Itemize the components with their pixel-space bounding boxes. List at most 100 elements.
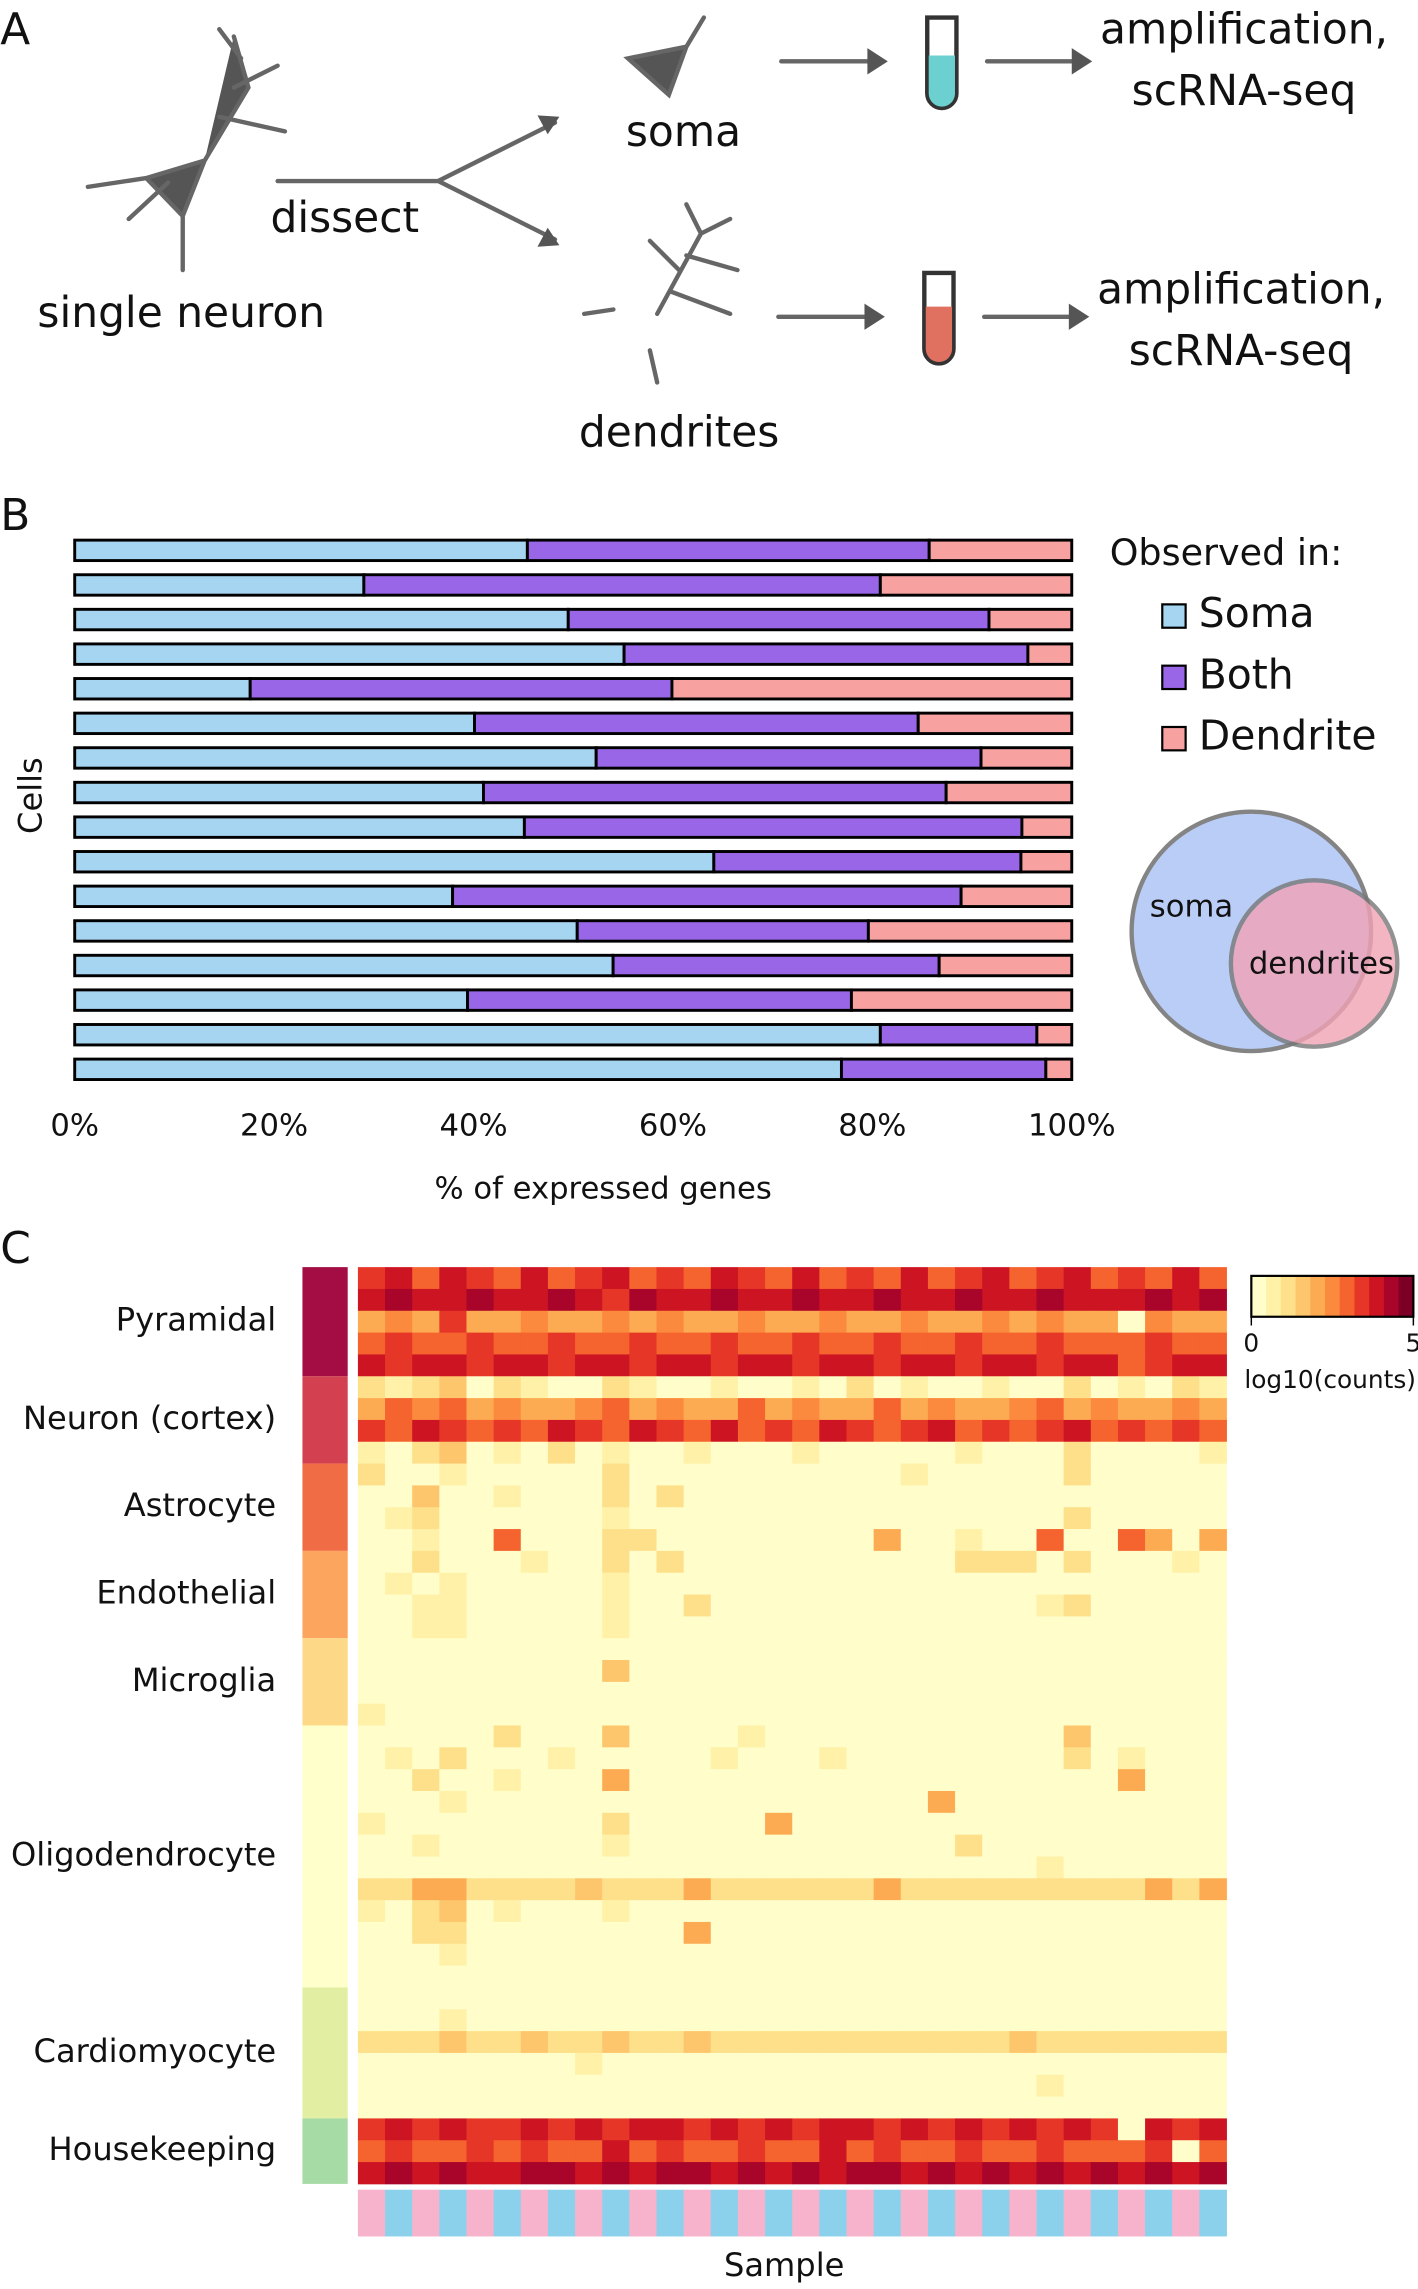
heat-cell <box>493 1288 522 1312</box>
heat-cell <box>493 1943 522 1967</box>
heat-cell <box>819 1900 847 1923</box>
heat-cell <box>982 1812 1010 1836</box>
heat-cell <box>357 1529 386 1552</box>
heat-cell <box>466 1703 495 1726</box>
heat-cell <box>520 1987 549 2010</box>
heat-cell <box>575 1419 603 1443</box>
heat-cell <box>1172 1769 1200 1792</box>
heat-cell <box>547 1398 576 1421</box>
heat-cell <box>765 1703 793 1726</box>
heat-cell <box>493 1965 522 1988</box>
heat-cell <box>1090 1987 1119 2010</box>
heat-cell <box>656 1769 685 1792</box>
heat-cell <box>547 1310 576 1334</box>
heat-cell <box>683 1856 712 1879</box>
heat-cell <box>955 2074 983 2098</box>
heat-cell <box>900 1987 929 2010</box>
heat-cell <box>900 2140 929 2163</box>
heat-cell <box>1117 1834 1146 1857</box>
heat-cell <box>547 1354 576 1377</box>
heat-cell <box>1199 1769 1227 1792</box>
heat-cell <box>466 1441 495 1465</box>
heat-cell <box>466 1616 495 1639</box>
heat-cell <box>1009 1638 1037 1661</box>
heat-cell <box>683 1594 712 1617</box>
heat-cell <box>873 1288 902 1312</box>
colorbar-step <box>1324 1275 1341 1317</box>
heat-cell <box>1090 2009 1119 2032</box>
heat-cell <box>520 1616 549 1639</box>
heat-cell <box>1036 1332 1065 1355</box>
heat-cell <box>1090 1703 1119 1726</box>
heat-cell <box>1117 1638 1146 1661</box>
heat-cell <box>1063 1354 1092 1377</box>
heat-cell <box>493 2074 522 2098</box>
group-bar <box>302 2118 348 2184</box>
heat-cell <box>1145 1965 1173 1988</box>
group-bar <box>302 1376 348 1464</box>
heat-cell <box>1117 2009 1146 2032</box>
label: dendrites <box>579 408 779 457</box>
heat-cell <box>873 1703 902 1726</box>
heat-cell <box>1145 1703 1173 1726</box>
heat-cell <box>602 2074 630 2098</box>
heat-cell <box>547 1616 576 1639</box>
heat-cell <box>1009 2031 1037 2054</box>
heat-cell <box>602 1856 630 1879</box>
heat-cell <box>1036 1834 1065 1857</box>
heat-cell <box>955 1550 983 1574</box>
heat-cell <box>439 1507 467 1530</box>
heat-cell <box>900 1572 929 1595</box>
heat-cell <box>683 1987 712 2010</box>
heat-cell <box>1036 1616 1065 1639</box>
heat-cell <box>1063 1485 1092 1508</box>
heat-cell <box>1145 2009 1173 2032</box>
heat-cell <box>1036 1310 1065 1334</box>
heat-cell <box>710 1921 739 1945</box>
heat-cell <box>737 1834 766 1857</box>
heat-cell <box>1036 1790 1065 1814</box>
heat-cell <box>1009 2118 1037 2141</box>
heat-cell <box>955 2118 983 2141</box>
heat-cell <box>955 1725 983 1748</box>
heat-cell <box>955 1812 983 1836</box>
heat-cell <box>385 1529 413 1552</box>
heat-cell <box>710 2074 739 2098</box>
heat-cell <box>1036 1463 1065 1486</box>
heat-cell <box>493 1267 522 1290</box>
label: amplification, <box>1100 5 1388 54</box>
heat-cell <box>955 1900 983 1923</box>
soma-tube <box>925 15 959 111</box>
heat-cell <box>1063 1419 1092 1443</box>
heat-cell <box>1117 1856 1146 1879</box>
bar-segment <box>73 538 529 563</box>
heat-cell <box>466 2140 495 2163</box>
heat-cell <box>927 1267 956 1290</box>
heat-cell <box>765 1878 793 1901</box>
heat-cell <box>873 1725 902 1748</box>
heat-cell <box>710 1572 739 1595</box>
heat-cell <box>1172 1660 1200 1683</box>
panel-label: C <box>0 1223 31 1274</box>
heat-cell <box>683 1834 712 1857</box>
heat-cell <box>900 1398 929 1421</box>
heat-cell <box>1145 1921 1173 1945</box>
heat-cell <box>710 1660 739 1683</box>
heat-cell <box>602 1965 630 1988</box>
heat-cell <box>1009 1572 1037 1595</box>
heat-cell <box>1090 2140 1119 2163</box>
heat-cell <box>629 1267 657 1290</box>
x-axis-label: % of expressed genes <box>435 1171 772 1206</box>
heat-cell <box>629 1703 657 1726</box>
heat-cell <box>846 1812 875 1836</box>
heat-cell <box>629 1769 657 1792</box>
heat-cell <box>1199 1485 1227 1508</box>
heat-cell <box>466 1463 495 1486</box>
heat-cell <box>602 1376 630 1399</box>
heat-cell <box>1199 2096 1227 2119</box>
heat-cell <box>900 1288 929 1312</box>
heat-cell <box>1117 1550 1146 1574</box>
heat-cell <box>683 1572 712 1595</box>
heat-cell <box>520 1288 549 1312</box>
heat-cell <box>1172 1572 1200 1595</box>
